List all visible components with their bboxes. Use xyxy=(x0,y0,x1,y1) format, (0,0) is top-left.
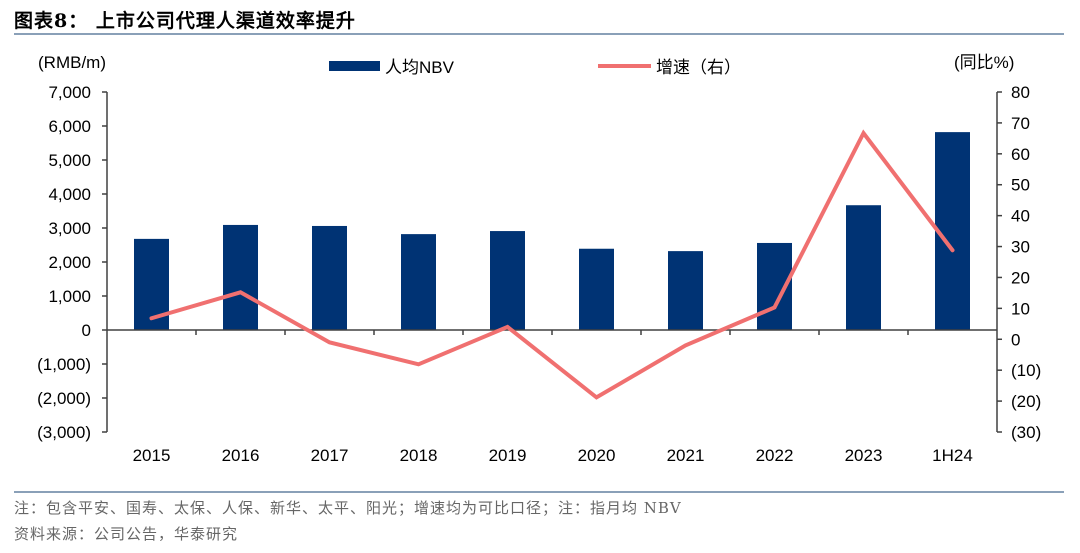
right-axis-tick-label: 20 xyxy=(1011,268,1030,287)
zero-line xyxy=(107,329,997,335)
right-axis-tick-label: 30 xyxy=(1011,238,1030,257)
right-axis-tick-label: 80 xyxy=(1011,83,1030,102)
bar-2021 xyxy=(668,251,703,330)
left-axis-label: (RMB/m) xyxy=(38,53,106,72)
right-axis-tick-label: (30) xyxy=(1011,423,1041,442)
right-axis-tick-label: 60 xyxy=(1011,145,1030,164)
x-axis-label: 2023 xyxy=(845,446,883,465)
bar-2020 xyxy=(579,248,614,330)
right-axis-tick-label: 50 xyxy=(1011,176,1030,195)
left-axis: 7,000 6,000 5,000 4,000 3,000 2,000 1,000 0 (1,0… xyxy=(37,83,108,442)
bottom-divider xyxy=(14,491,1064,493)
right-axis-tick-label: 10 xyxy=(1011,299,1030,318)
right-axis: 80 70 60 50 40 30 20 10 0 (10) (20) (30) xyxy=(996,83,1041,442)
source-note: 资料来源：公司公告，华泰研究 xyxy=(14,525,239,543)
x-axis-label: 2017 xyxy=(311,446,349,465)
x-axis-label: 2016 xyxy=(222,446,260,465)
left-axis-tick-label: 6,000 xyxy=(48,117,91,136)
x-axis-label: 2022 xyxy=(756,446,794,465)
left-axis-tick-label: 5,000 xyxy=(48,151,91,170)
growth-line xyxy=(149,129,955,400)
x-axis-label: 1H24 xyxy=(932,446,973,465)
footnote: 注：包含平安、国寿、太保、人保、新华、太平、阳光；增速均为可比口径；注：指月均 … xyxy=(14,499,682,517)
bars xyxy=(134,132,970,330)
left-axis-tick-label: (1,000) xyxy=(37,355,91,374)
legend-bar-label: 人均NBV xyxy=(385,58,455,77)
left-axis-tick-label: (3,000) xyxy=(37,423,91,442)
right-axis-label: (同比%) xyxy=(954,53,1014,72)
x-axis-label: 2019 xyxy=(489,446,527,465)
x-axis-label: 2018 xyxy=(400,446,438,465)
growth-line-path xyxy=(149,129,955,400)
left-axis-tick-label: 2,000 xyxy=(48,253,91,272)
x-axis-label: 2021 xyxy=(667,446,705,465)
left-axis-tick-label: 0 xyxy=(82,321,91,340)
right-axis-tick-label: 70 xyxy=(1011,114,1030,133)
bar-2023 xyxy=(846,205,881,330)
legend-line-label: 增速（右） xyxy=(656,58,741,77)
bar-2017 xyxy=(312,225,347,330)
left-axis-tick-label: 1,000 xyxy=(48,287,91,306)
x-axis-label: 2020 xyxy=(578,446,616,465)
right-axis-tick-label: (10) xyxy=(1011,361,1041,380)
left-axis-tick-label: (2,000) xyxy=(37,389,91,408)
left-axis-tick-label: 3,000 xyxy=(48,219,91,238)
bar-2018 xyxy=(401,234,436,330)
chart-title: 图表8： 上市公司代理人渠道效率提升 xyxy=(14,10,356,32)
legend-bar-swatch xyxy=(329,61,380,71)
left-axis-tick-label: 7,000 xyxy=(48,83,91,102)
legend: 人均NBV 增速（右） xyxy=(329,58,741,77)
x-axis-label: 2015 xyxy=(133,446,171,465)
combo-chart: (RMB/m) (同比%) 人均NBV 增速（右） 7,000 6,000 5,00… xyxy=(37,53,1041,465)
bar-1H24 xyxy=(935,132,970,330)
right-axis-tick-label: 0 xyxy=(1011,330,1020,349)
bar-2019 xyxy=(490,231,525,330)
left-axis-tick-label: 4,000 xyxy=(48,185,91,204)
bar-2016 xyxy=(223,224,258,330)
x-axis-labels: 2015 2016 2017 2018 2019 2020 2021 2022 2023 1H24 xyxy=(133,446,973,465)
top-divider xyxy=(14,33,1064,35)
right-axis-tick-label: (20) xyxy=(1011,392,1041,411)
right-axis-tick-label: 40 xyxy=(1011,207,1030,226)
